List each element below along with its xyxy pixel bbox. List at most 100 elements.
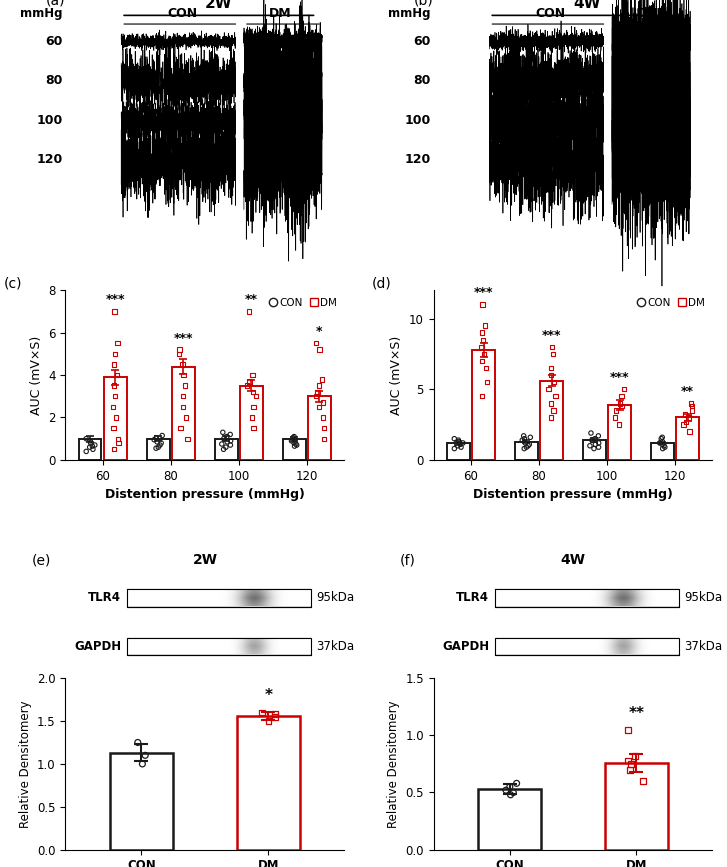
Point: [81, 432, 92, 446]
Text: 2W: 2W: [205, 0, 233, 10]
Point: [511, 777, 523, 791]
Point: [148, 433, 160, 447]
Text: ***: ***: [542, 329, 561, 342]
Point: [218, 432, 230, 446]
Point: [481, 375, 493, 389]
Text: (e): (e): [32, 554, 52, 568]
Point: [151, 435, 163, 449]
Point: [289, 430, 300, 444]
Text: **: **: [681, 385, 694, 398]
Point: [217, 426, 228, 440]
Point: [476, 389, 488, 403]
Text: GAPDH: GAPDH: [74, 640, 121, 653]
Point: [546, 340, 558, 354]
Point: [270, 710, 281, 724]
Text: 120: 120: [404, 153, 431, 166]
Text: 60: 60: [414, 35, 431, 48]
Text: DM: DM: [269, 7, 292, 20]
Point: [479, 319, 491, 333]
Point: [476, 354, 488, 368]
Point: [108, 379, 120, 393]
Point: [310, 389, 322, 403]
Point: [287, 431, 299, 445]
Point: [476, 326, 488, 340]
Point: [153, 440, 164, 454]
Point: [87, 440, 98, 453]
Point: [659, 440, 671, 454]
Point: [449, 441, 460, 455]
Text: 80: 80: [414, 75, 431, 88]
Y-axis label: AUC (mV×S): AUC (mV×S): [390, 336, 403, 414]
Text: CON: CON: [167, 7, 198, 20]
Text: 37kDa: 37kDa: [316, 640, 355, 653]
X-axis label: Distention pressure (mmHg): Distention pressure (mmHg): [473, 488, 673, 501]
Point: [288, 436, 300, 450]
Text: 2W: 2W: [193, 553, 217, 567]
Point: [156, 428, 168, 442]
Point: [289, 433, 300, 447]
Point: [112, 432, 124, 446]
Text: (b): (b): [414, 0, 434, 7]
Text: (c): (c): [4, 277, 23, 290]
Point: [177, 389, 188, 403]
Text: 60: 60: [45, 35, 63, 48]
Point: [108, 400, 119, 414]
Point: [543, 382, 555, 396]
Point: [545, 361, 557, 375]
Point: [111, 368, 123, 382]
Text: mmHg: mmHg: [20, 7, 63, 20]
Bar: [478, 789, 542, 850]
Point: [475, 340, 487, 354]
Point: [113, 436, 124, 450]
Point: [624, 763, 635, 777]
Point: [505, 788, 516, 802]
Point: [154, 438, 166, 452]
Point: [656, 432, 667, 446]
Point: [481, 361, 492, 375]
Point: [173, 347, 185, 361]
Point: [500, 783, 512, 797]
Point: [250, 389, 262, 403]
Y-axis label: AUC (mV×S): AUC (mV×S): [30, 336, 43, 414]
Point: [516, 434, 528, 447]
Point: [313, 342, 325, 356]
Point: [84, 440, 95, 454]
Bar: [308, 396, 331, 460]
Point: [222, 435, 233, 449]
Point: [182, 432, 193, 446]
Bar: [240, 386, 262, 460]
Point: [241, 379, 253, 393]
Point: [318, 432, 330, 446]
Point: [317, 411, 329, 425]
Y-axis label: Relative Densitomery: Relative Densitomery: [18, 700, 31, 828]
Point: [109, 389, 121, 403]
Point: [174, 421, 186, 435]
Text: (f): (f): [400, 554, 416, 568]
Text: *: *: [316, 325, 323, 338]
Point: [256, 706, 268, 720]
Point: [593, 429, 604, 443]
Point: [87, 442, 99, 456]
Point: [216, 437, 228, 451]
Point: [109, 347, 121, 361]
Text: TLR4: TLR4: [88, 591, 121, 604]
Point: [524, 430, 536, 444]
Point: [521, 440, 532, 454]
Point: [584, 439, 595, 453]
Point: [247, 400, 259, 414]
Point: [616, 399, 627, 413]
Point: [593, 436, 605, 450]
Point: [178, 368, 190, 382]
Point: [220, 440, 232, 454]
Point: [150, 431, 162, 445]
FancyBboxPatch shape: [495, 590, 679, 607]
Point: [291, 438, 302, 452]
Bar: [147, 439, 169, 460]
Text: ***: ***: [174, 331, 193, 344]
Text: 100: 100: [36, 114, 63, 127]
Text: GAPDH: GAPDH: [442, 640, 489, 653]
Point: [586, 434, 598, 447]
Bar: [608, 405, 631, 460]
Point: [679, 407, 691, 421]
Point: [593, 440, 604, 454]
